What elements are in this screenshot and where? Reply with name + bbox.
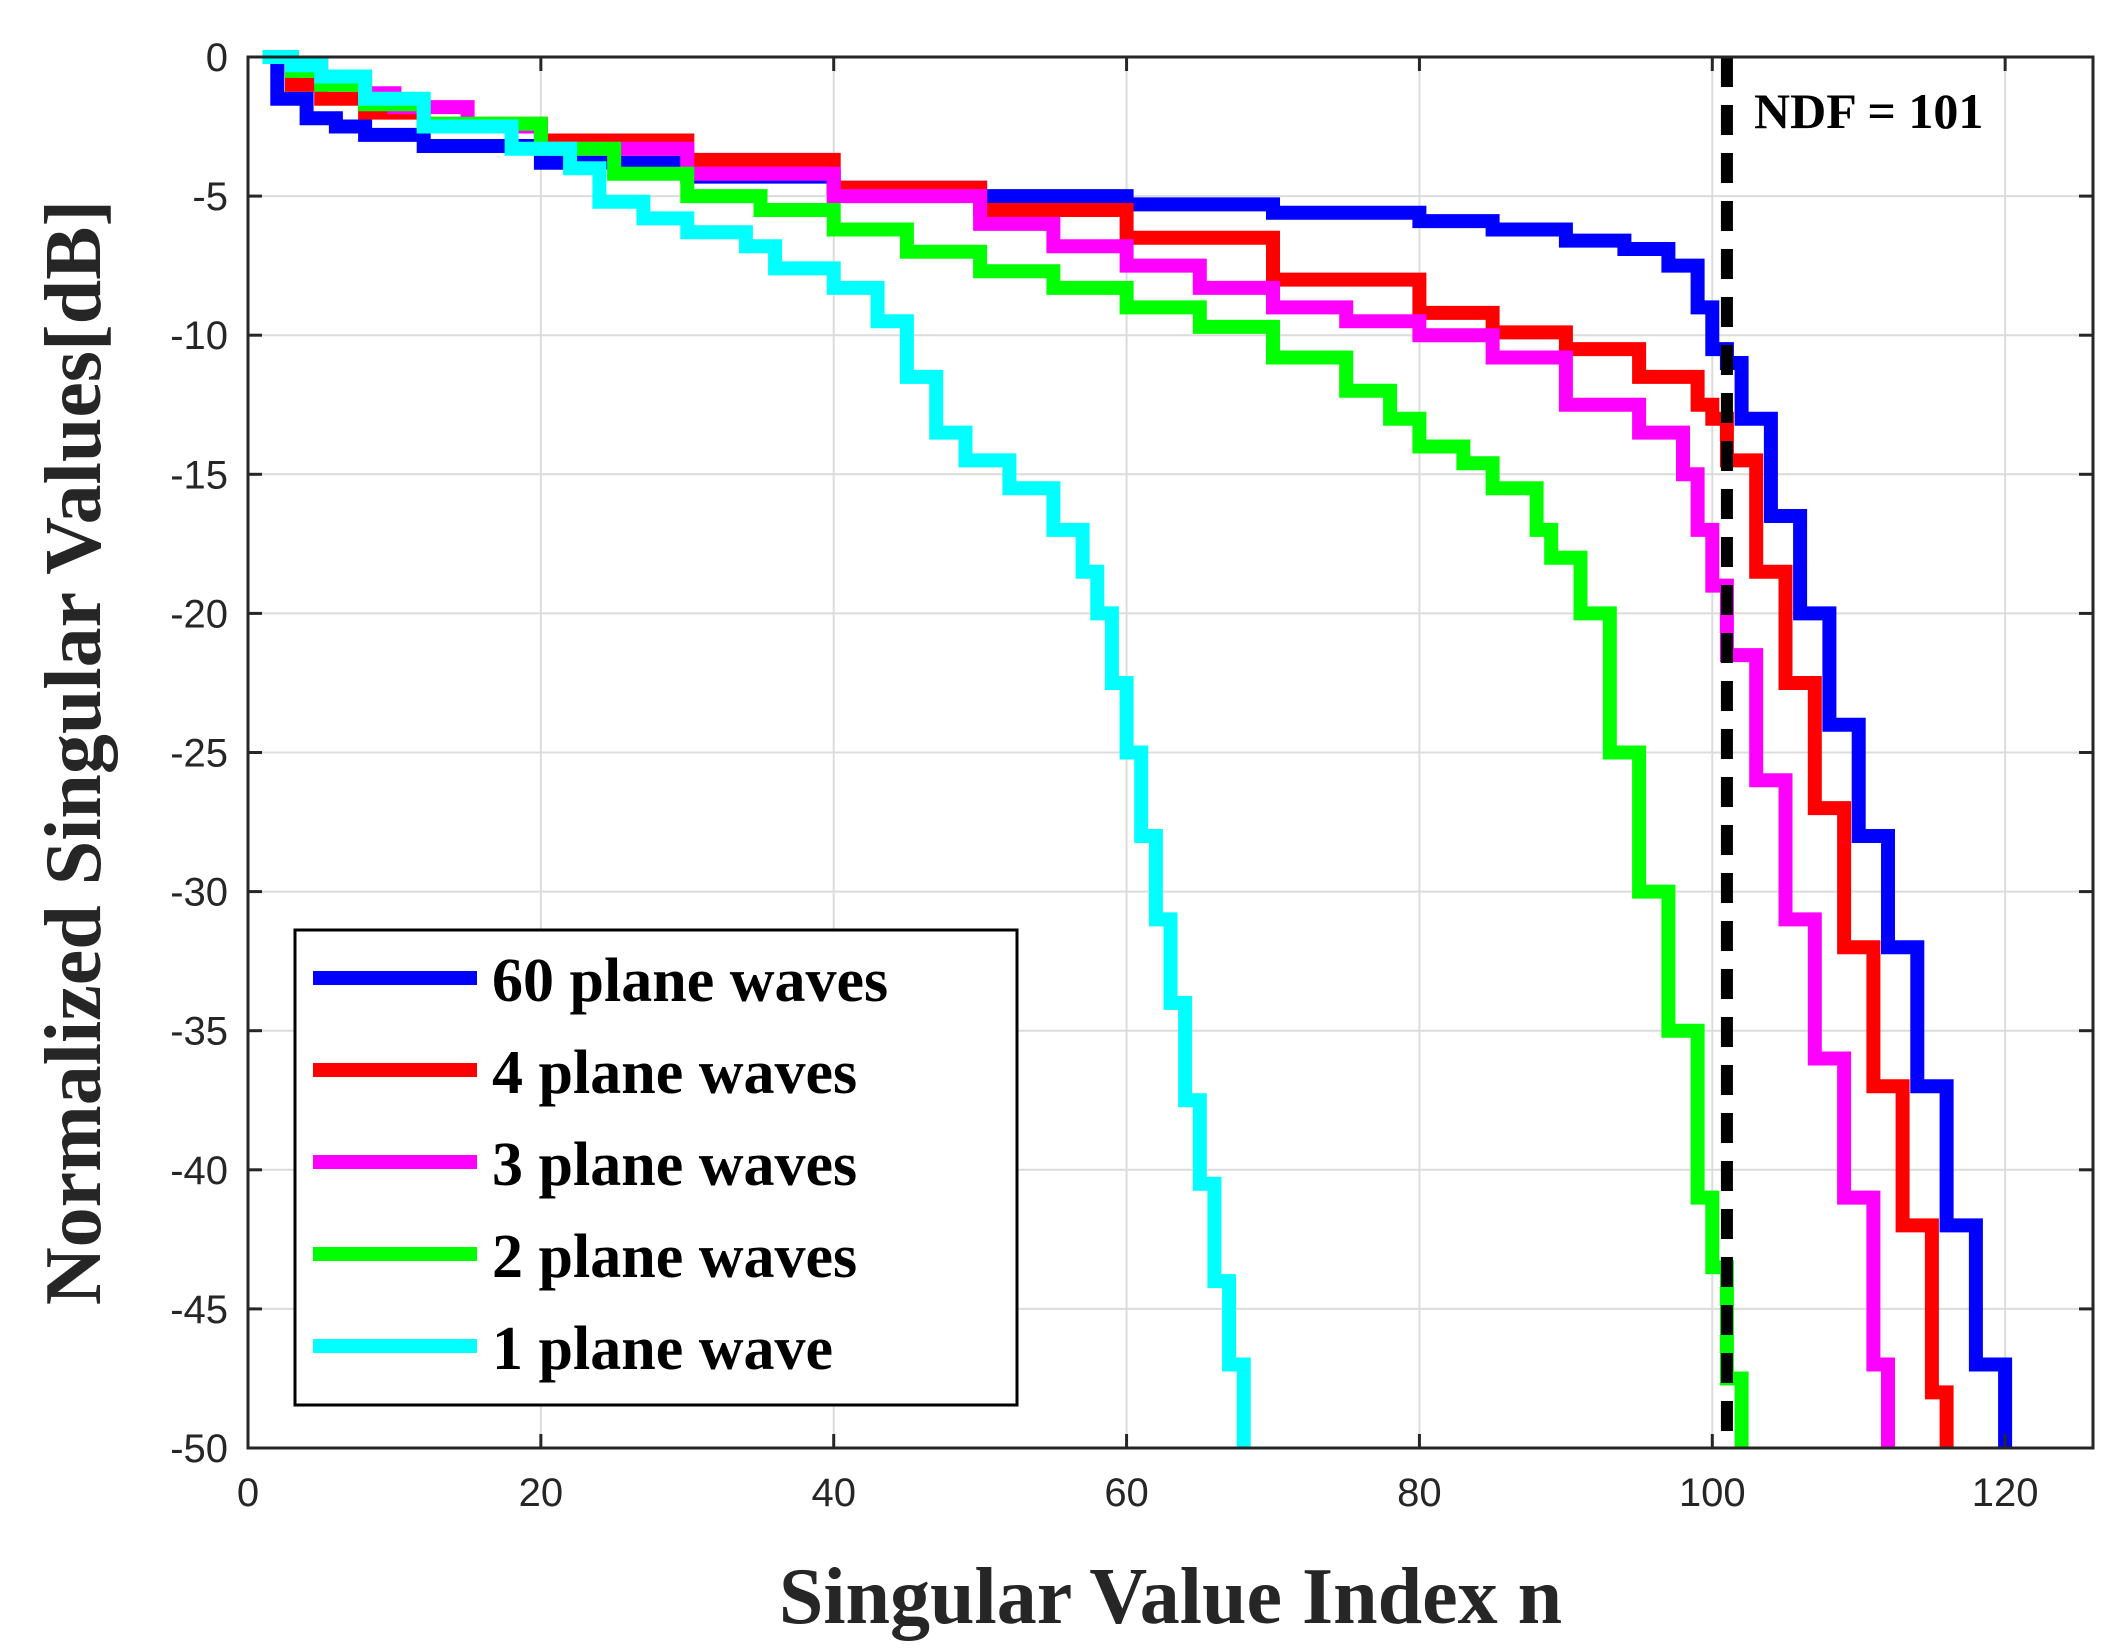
legend-label-1: 4 plane waves [492, 1039, 857, 1107]
x-tick-label: 120 [1972, 1471, 2039, 1515]
x-tick-label: 40 [811, 1471, 856, 1515]
y-tick-label: -20 [170, 592, 228, 636]
y-tick-label: -10 [170, 314, 228, 358]
y-tick-label: -25 [170, 732, 228, 776]
series-line-0 [262, 50, 2013, 1448]
x-tick-label: 80 [1397, 1471, 1442, 1515]
legend-label-4: 1 plane wave [492, 1315, 833, 1383]
x-tick-label: 60 [1104, 1471, 1149, 1515]
y-tick-label: -30 [170, 871, 228, 915]
y-tick-label: -35 [170, 1010, 228, 1054]
y-tick-label: 0 [206, 36, 228, 80]
series-line-2 [262, 50, 1895, 1448]
legend: 60 plane waves 4 plane waves 3 plane waves… [293, 928, 1019, 1407]
y-tick-label: -15 [170, 453, 228, 497]
legend-label-0: 60 plane waves [492, 947, 888, 1015]
series-lines [262, 50, 2013, 1448]
ndf-annotation: NDF = 101 [1754, 83, 1983, 139]
x-axis-title: Singular Value Index n [779, 1553, 1562, 1641]
y-tick-label: -50 [170, 1427, 228, 1471]
x-tick-label: 0 [237, 1471, 259, 1515]
legend-label-3: 2 plane waves [492, 1223, 857, 1291]
y-tick-label: -40 [170, 1149, 228, 1193]
series-line-4 [262, 50, 1251, 1448]
x-tick-label: 20 [519, 1471, 564, 1515]
axis-ticks: 0 20 40 60 80 100 120 0 -5 -10 -15 -20 -25 -30 -35 -40 -… [170, 36, 2093, 1515]
y-tick-label: -5 [192, 175, 228, 219]
legend-label-2: 3 plane waves [492, 1131, 857, 1199]
y-tick-label: -45 [170, 1288, 228, 1332]
y-axis-title: Normalized Singular Values[dB] [30, 200, 118, 1305]
x-tick-label: 100 [1679, 1471, 1746, 1515]
